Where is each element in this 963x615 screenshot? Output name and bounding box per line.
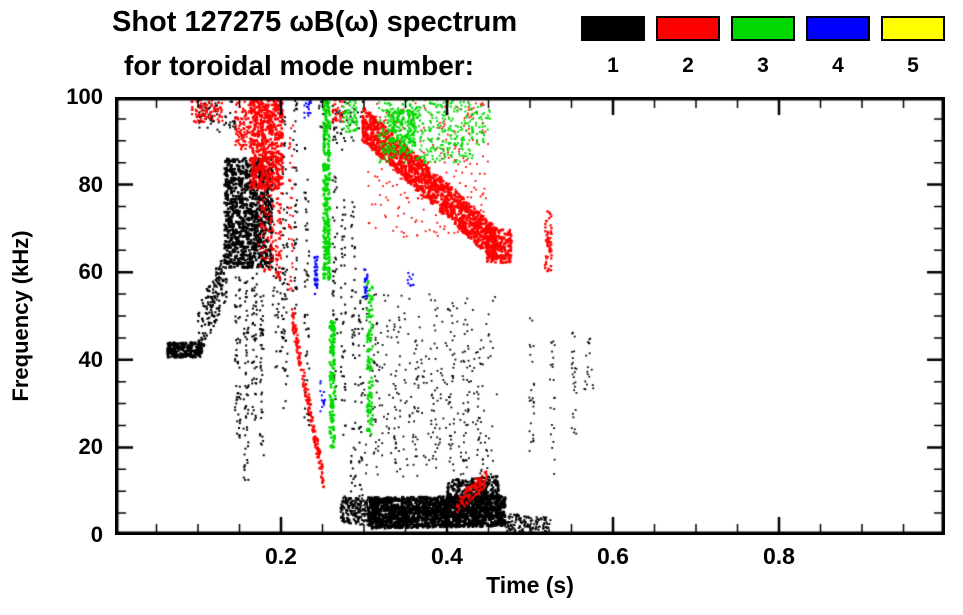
x-tick-label-0.2: 0.2 <box>265 543 297 569</box>
legend-number-1: 1 <box>607 54 619 77</box>
legend-swatch-row <box>581 16 945 41</box>
legend-number-2: 2 <box>682 54 694 77</box>
y-tick-label-0: 0 <box>90 522 103 547</box>
x-tick-label-0.6: 0.6 <box>597 543 629 569</box>
legend-number-row: 1 2 3 4 5 <box>581 54 945 78</box>
page-title-line2: for toroidal mode number: <box>124 50 474 81</box>
legend-swatch-2 <box>656 16 720 41</box>
spectrogram-plot-area <box>115 97 945 535</box>
page-title-line1: Shot 127275 ωB(ω) spectrum <box>112 6 518 38</box>
legend-swatch-3 <box>731 16 795 41</box>
legend-swatch-5 <box>881 16 945 41</box>
y-tick-label-60: 60 <box>78 259 103 285</box>
x-tick-label-0.4: 0.4 <box>431 543 463 569</box>
y-tick-label-80: 80 <box>78 171 103 197</box>
y-tick-label-40: 40 <box>78 346 103 372</box>
x-axis-label: Time (s) <box>486 572 574 598</box>
legend-swatch-1 <box>581 16 645 41</box>
y-tick-label-20: 20 <box>78 434 103 460</box>
x-tick-label-0.8: 0.8 <box>763 543 795 569</box>
y-axis-label: Frequency (kHz) <box>8 230 33 402</box>
legend-number-5: 5 <box>907 54 919 77</box>
y-tick-label-100: 100 <box>66 84 103 109</box>
legend-swatch-4 <box>806 16 870 41</box>
legend-number-4: 4 <box>832 54 844 77</box>
legend-number-3: 3 <box>757 54 769 77</box>
